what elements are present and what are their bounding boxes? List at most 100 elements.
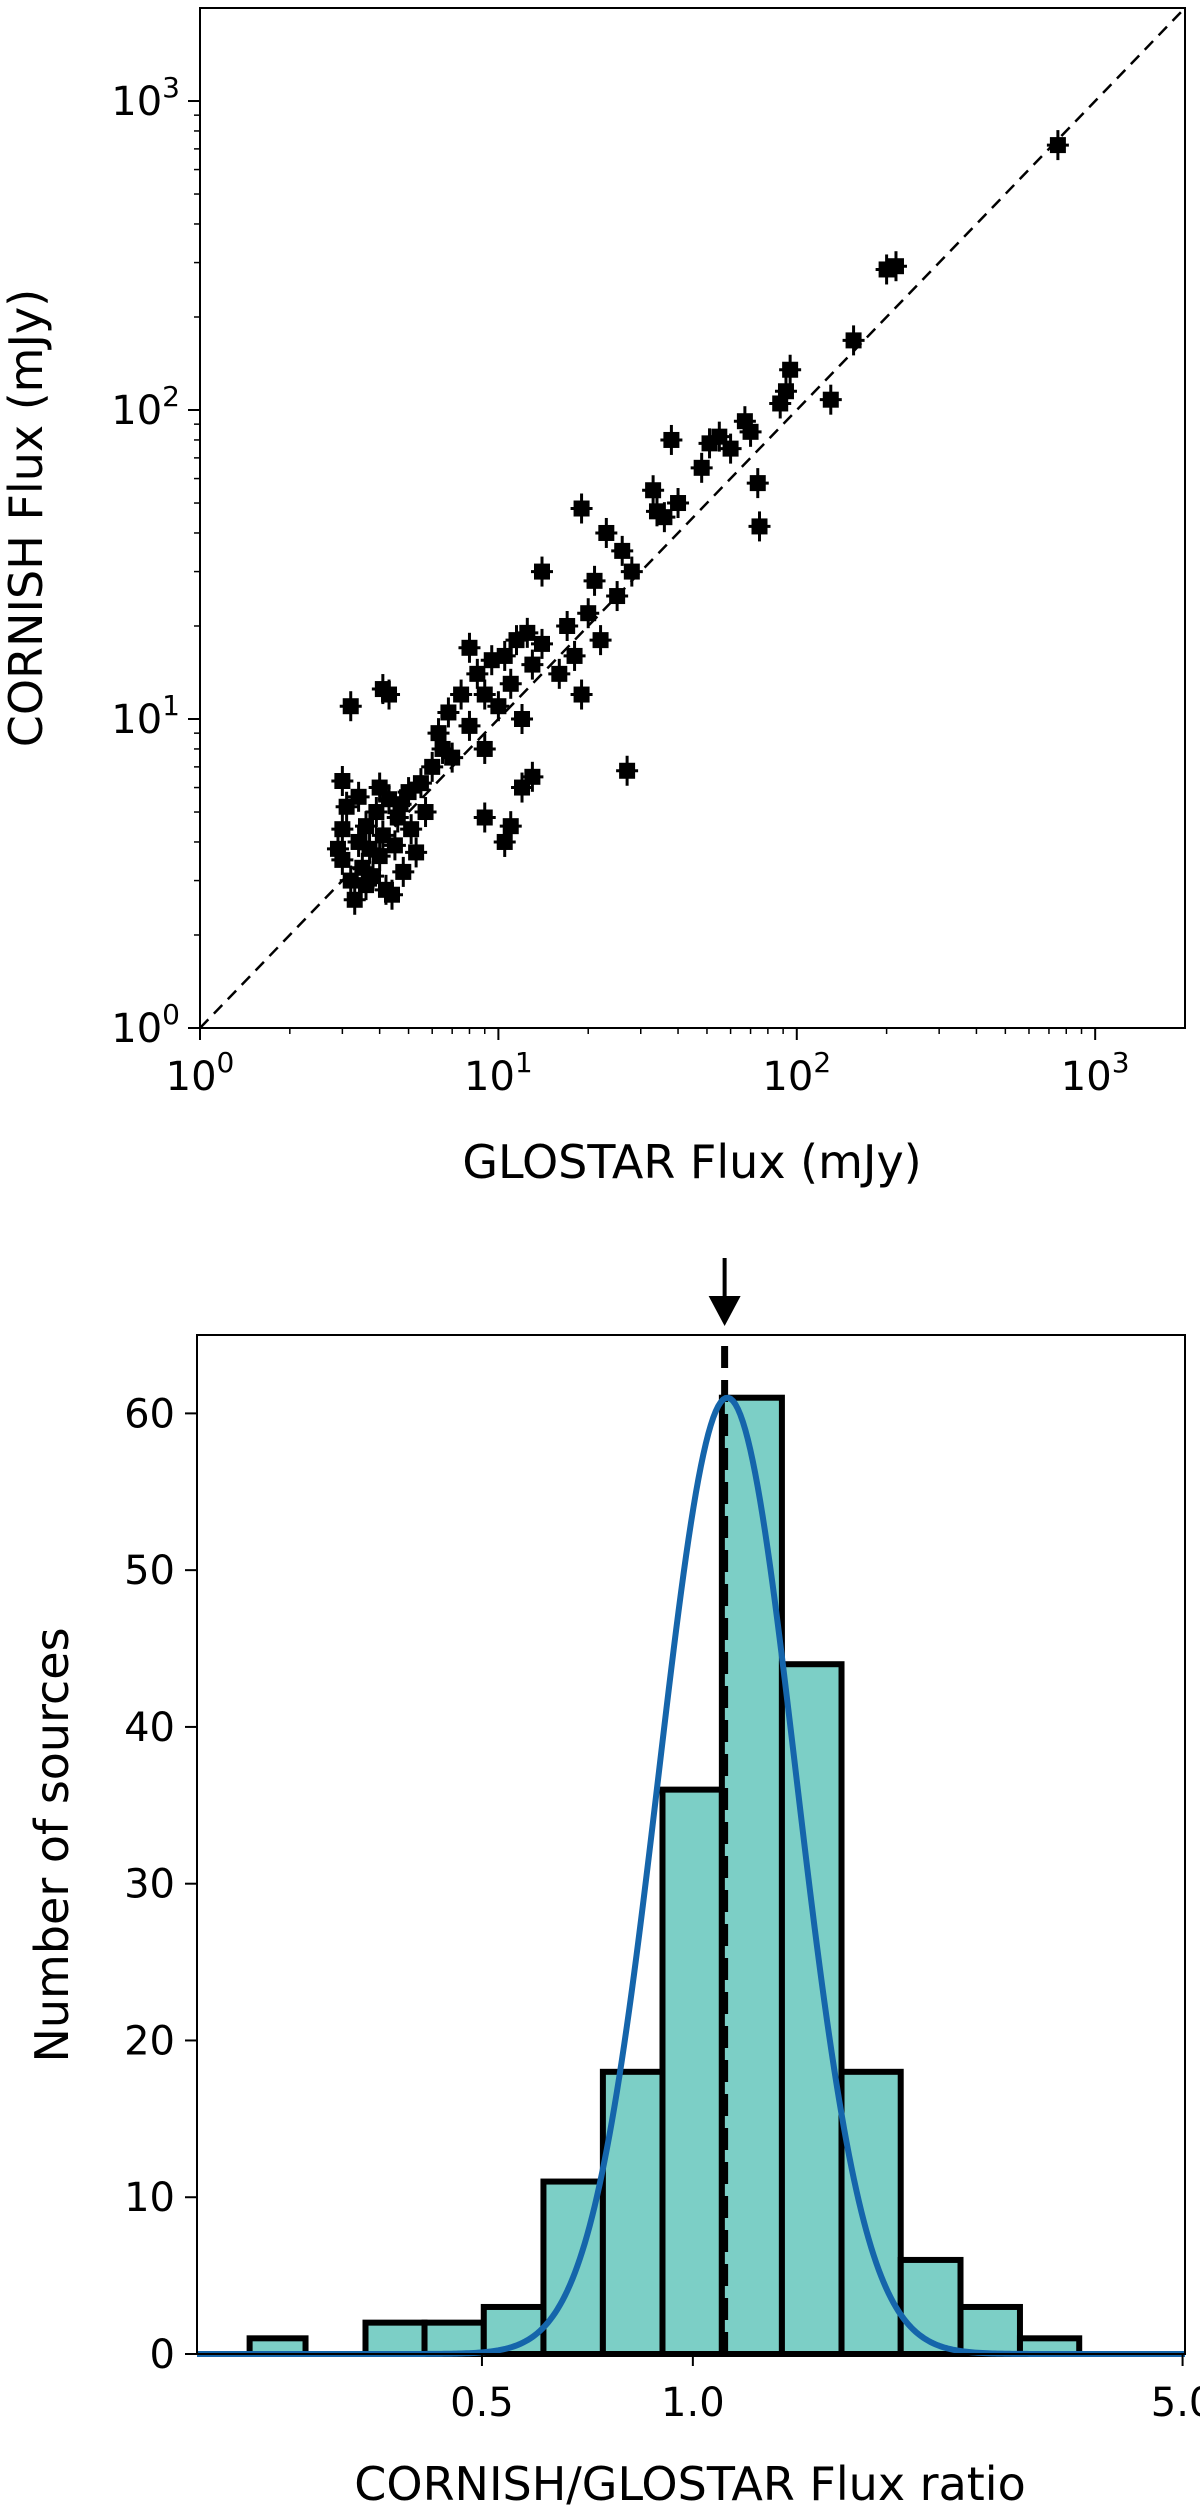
histogram-x-ticks: 0.5 1.0 5.0	[450, 2354, 1200, 2426]
scatter-x-axis-label: GLOSTAR Flux (mJy)	[462, 1135, 921, 1189]
y-tick-label: 0	[150, 2332, 175, 2378]
data-point	[371, 820, 394, 851]
data-point	[458, 710, 481, 741]
data-point	[589, 625, 612, 656]
y-tick-label: 50	[124, 1548, 175, 1594]
data-point	[368, 841, 391, 872]
data-point	[331, 766, 354, 797]
data-point	[368, 772, 391, 803]
x-tick-label: 100	[166, 1046, 235, 1100]
y-tick-label: 30	[124, 1862, 175, 1908]
x-tick-label: 103	[1061, 1046, 1130, 1100]
data-point	[354, 870, 377, 901]
data-point	[409, 768, 432, 799]
scatter-x-ticks: 100 101 102 103	[166, 1028, 1130, 1100]
data-point	[405, 837, 428, 868]
data-point	[620, 556, 643, 587]
data-point	[563, 640, 586, 671]
y-tick-label: 20	[124, 2018, 175, 2064]
data-point	[326, 833, 349, 864]
data-point	[339, 691, 362, 722]
histogram-y-axis-label: Number of sources	[25, 1627, 79, 2062]
data-point	[548, 658, 571, 689]
data-point	[473, 802, 496, 833]
x-tick-label: 102	[762, 1046, 831, 1100]
data-point	[466, 658, 489, 689]
data-point	[1046, 130, 1069, 161]
data-point	[347, 781, 370, 812]
data-point	[660, 424, 683, 455]
data-point	[779, 354, 802, 385]
data-point	[400, 814, 423, 845]
histogram-bars	[246, 1394, 1083, 2358]
median-marker-arrow-icon	[708, 1258, 741, 1326]
histogram-y-ticks: 0 10 20 30 40 50 60	[124, 1391, 197, 2378]
data-point	[511, 704, 534, 735]
data-point	[774, 376, 797, 407]
data-point	[819, 384, 842, 415]
data-point	[642, 475, 665, 506]
x-tick-label: 1.0	[661, 2380, 725, 2426]
data-point	[381, 879, 404, 910]
data-point	[616, 755, 639, 786]
histogram-bar	[838, 2068, 904, 2358]
data-point	[499, 668, 522, 699]
y-tick-label: 40	[124, 1705, 175, 1751]
y-tick-label: 100	[111, 998, 180, 1052]
data-point	[667, 488, 690, 519]
data-point	[450, 679, 473, 710]
data-point	[499, 811, 522, 842]
scatter-axes-frame	[199, 7, 1186, 1029]
data-point	[746, 468, 769, 499]
data-point	[516, 617, 539, 648]
histogram-panel: 0.5 1.0 5.0 0 10 20 30 40 50 60 CORNISH/GLOSTAR …	[25, 1258, 1200, 2511]
data-point	[354, 811, 377, 842]
data-point	[530, 628, 553, 659]
data-point	[378, 679, 401, 710]
y-tick-label: 102	[111, 380, 180, 434]
data-point	[606, 581, 629, 612]
data-point	[487, 691, 510, 722]
histogram-bar	[362, 2319, 428, 2358]
data-point	[690, 452, 713, 483]
data-point	[521, 649, 544, 680]
histogram-bar	[718, 1394, 785, 2357]
data-point	[583, 565, 606, 596]
data-point	[437, 697, 460, 728]
data-point	[570, 493, 593, 524]
scatter-panel: 100 101 102 103 100 101 102 103 GLOSTAR Flux (…	[0, 7, 1186, 1189]
x-tick-label: 5.0	[1151, 2380, 1200, 2426]
data-point	[458, 632, 481, 663]
data-point	[421, 751, 444, 782]
scatter-y-ticks: 100 101 102 103	[111, 71, 200, 1052]
data-point	[389, 789, 412, 820]
data-point	[739, 416, 762, 447]
data-point	[556, 610, 579, 641]
y-tick-label: 10	[124, 2175, 175, 2221]
data-point	[842, 325, 865, 356]
data-point	[653, 502, 676, 533]
data-point	[611, 535, 634, 566]
data-point	[392, 856, 415, 887]
histogram-x-axis-label: CORNISH/GLOSTAR Flux ratio	[354, 2457, 1025, 2511]
scatter-y-axis-label: CORNISH Flux (mJy)	[0, 289, 53, 747]
data-point	[473, 733, 496, 764]
scatter-points	[326, 130, 1069, 915]
histogram-bar	[778, 1661, 845, 2357]
data-point	[570, 679, 593, 710]
data-point	[884, 251, 907, 282]
x-tick-label: 101	[464, 1046, 533, 1100]
data-point	[595, 517, 618, 548]
data-point	[343, 884, 366, 915]
data-point	[521, 761, 544, 792]
y-tick-label: 60	[124, 1391, 175, 1437]
histogram-axes-frame	[196, 1334, 1186, 2355]
data-point	[748, 511, 771, 542]
reference-line-y-equals-x	[199, 7, 1186, 1029]
x-tick-label: 0.5	[450, 2380, 514, 2426]
data-point	[331, 814, 354, 845]
data-point	[414, 797, 437, 828]
histogram-bar	[659, 1786, 725, 2357]
data-point	[493, 640, 516, 671]
